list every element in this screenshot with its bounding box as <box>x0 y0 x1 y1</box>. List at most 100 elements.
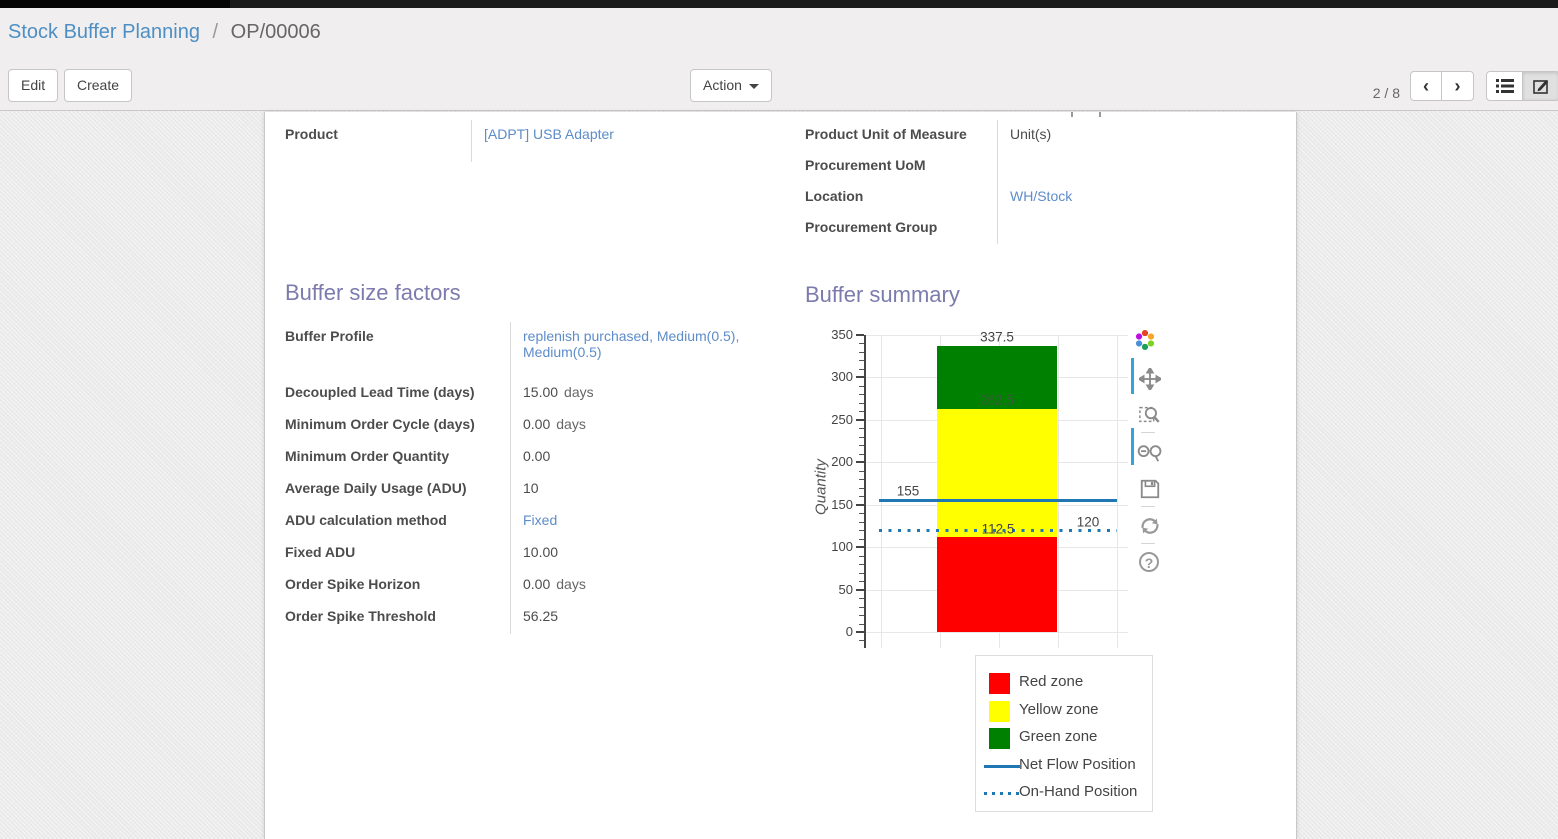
field-value-link[interactable]: replenish purchased, Medium(0.5), Medium… <box>523 328 740 360</box>
y-axis-title: Quantity <box>812 459 830 515</box>
action-label: Action <box>703 77 742 93</box>
field-value: 15.00 days <box>510 378 780 410</box>
field-label: Minimum Order Cycle (days) <box>285 416 475 432</box>
pager-next-button[interactable]: › <box>1442 71 1474 101</box>
legend-item-green-zone[interactable]: Green zone <box>976 725 1152 752</box>
legend-item-yellow-zone[interactable]: Yellow zone <box>976 698 1152 725</box>
on-hand-position-line <box>879 529 1117 533</box>
y-axis-minor-tick <box>859 598 864 600</box>
x-gridline <box>881 335 882 648</box>
content-background: Product [ADPT] USB Adapter Product Unit o… <box>0 111 1558 839</box>
y-tick-label: 150 <box>831 496 853 512</box>
y-tick-label: 250 <box>831 411 853 427</box>
legend-item-net-flow-position[interactable]: Net Flow Position <box>976 753 1152 780</box>
field-row: Fixed ADU 10.00 <box>285 538 780 570</box>
list-view-button[interactable] <box>1486 71 1523 101</box>
field-row: Decoupled Lead Time (days) 15.00 days <box>285 378 780 410</box>
field-value-text: 56.25 <box>523 608 559 624</box>
breadcrumb-parent-link[interactable]: Stock Buffer Planning <box>8 21 200 43</box>
field-value-link[interactable]: Fixed <box>523 512 558 528</box>
form-view-button[interactable] <box>1523 71 1558 101</box>
line-dotted-swatch <box>984 792 1020 795</box>
pager-previous-button[interactable]: ‹ <box>1410 71 1442 101</box>
field-label: Procurement UoM <box>805 157 926 173</box>
field-value: 0.00 days <box>510 410 780 442</box>
y-axis-minor-tick <box>859 428 864 430</box>
y-axis-minor-tick <box>859 564 864 566</box>
create-button[interactable]: Create <box>64 69 133 102</box>
red-zone-bar <box>937 536 1057 632</box>
y-tick-label: 300 <box>831 369 853 385</box>
field-label: ADU calculation method <box>285 512 447 528</box>
buffer-size-factors-group: Buffer Profile replenish purchased, Mediu… <box>285 322 780 634</box>
field-value: [ADPT] USB Adapter <box>471 120 775 162</box>
product-field-group: Product [ADPT] USB Adapter <box>285 112 775 162</box>
legend-label: On-Hand Position <box>1019 783 1138 800</box>
field-value-link[interactable]: WH/Stock <box>1010 188 1073 204</box>
y-axis-minor-tick <box>859 368 864 370</box>
save-icon[interactable] <box>1139 478 1161 500</box>
legend-label: Net Flow Position <box>1019 755 1136 773</box>
field-value: Unit(s) <box>997 120 1277 151</box>
field-value-text: 0.00 <box>523 576 551 592</box>
measure-location-field-group: Product Unit of Measure Unit(s) Procuremen… <box>805 112 1277 244</box>
field-value-text: 10 <box>523 480 539 496</box>
pager-counter: 2 / 8 <box>1372 85 1400 101</box>
box-zoom-icon[interactable] <box>1139 404 1161 426</box>
field-value-suffix: days <box>556 416 586 432</box>
zoom-in-out-icon[interactable] <box>1137 442 1163 464</box>
field-row: Order Spike Horizon 0.00 days <box>285 570 780 602</box>
y-tick-label: 50 <box>838 581 853 597</box>
y-axis-minor-tick <box>859 470 864 472</box>
y-axis-minor-tick <box>859 402 864 404</box>
field-value-text: 15.00 <box>523 384 559 400</box>
y-axis-minor-tick <box>859 453 864 455</box>
y-axis-tick <box>856 631 864 633</box>
y-axis-minor-tick <box>859 581 864 583</box>
clipped-row-fragment <box>1071 112 1073 117</box>
field-row: Minimum Order Cycle (days) 0.00 days <box>285 410 780 442</box>
field-value-link[interactable]: [ADPT] USB Adapter <box>484 126 614 142</box>
field-label: Average Daily Usage (ADU) <box>285 480 467 496</box>
field-row: Minimum Order Quantity 0.00 <box>285 442 780 474</box>
chevron-left-icon: ‹ <box>1423 76 1429 96</box>
y-axis-tick <box>856 503 864 506</box>
help-icon[interactable]: ? <box>1139 552 1159 572</box>
legend-item-red-zone[interactable]: Red zone <box>976 670 1152 697</box>
list-icon <box>1495 79 1514 93</box>
form-edit-icon <box>1532 80 1548 94</box>
y-axis-tick <box>856 418 864 421</box>
chart-annotation: 155 <box>896 483 920 499</box>
y-axis-minor-tick <box>859 606 864 608</box>
chevron-down-icon <box>748 83 759 89</box>
reset-axes-icon[interactable] <box>1139 515 1161 537</box>
legend-label: Yellow zone <box>1019 700 1099 718</box>
action-dropdown-button[interactable]: Action <box>690 69 772 102</box>
plotly-logo-icon[interactable] <box>1134 329 1156 351</box>
os-top-bar <box>0 0 1558 8</box>
os-top-bar-segment <box>0 0 230 8</box>
clipped-row-fragment <box>1099 112 1101 117</box>
field-value: 56.25 <box>510 602 780 634</box>
field-value: replenish purchased, Medium(0.5), Medium… <box>510 322 780 378</box>
edit-button[interactable]: Edit <box>8 69 59 102</box>
field-row: Average Daily Usage (ADU) 10 <box>285 474 780 506</box>
y-gridline <box>866 335 1128 336</box>
view-switcher <box>1486 71 1558 101</box>
field-value-suffix: days <box>556 576 586 592</box>
field-row: Procurement Group <box>805 213 1277 244</box>
y-gridline <box>866 632 1128 633</box>
pan-icon[interactable] <box>1139 368 1161 390</box>
field-value-text: 10.00 <box>523 544 559 560</box>
y-tick-label: 0 <box>845 624 853 639</box>
modebar-separator <box>1141 506 1155 507</box>
legend-item-on-hand-position[interactable]: On-Hand Position <box>976 780 1152 807</box>
line-solid-swatch <box>984 764 1020 768</box>
y-axis-minor-tick <box>859 479 864 481</box>
yellow-zone-bar <box>937 409 1057 537</box>
modebar-indicator <box>1131 358 1134 394</box>
y-tick-label: 100 <box>831 539 853 555</box>
chart-annotation: 337.5 <box>980 329 1014 345</box>
modebar-separator <box>1141 432 1155 433</box>
y-axis-tick <box>856 546 864 549</box>
